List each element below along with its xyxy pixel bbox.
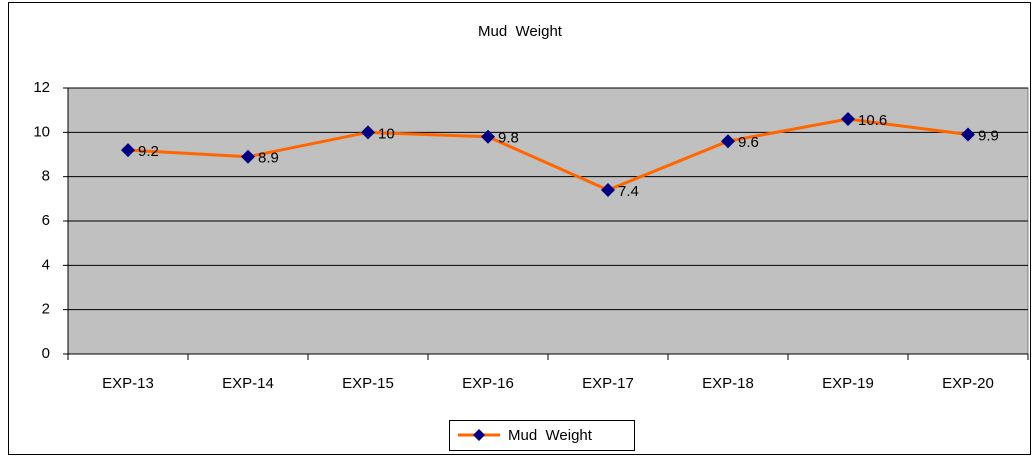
- series-line: [127, 117, 969, 192]
- x-tick-label: EXP-13: [102, 375, 154, 392]
- marker: [361, 125, 375, 140]
- y-tick-label: 6: [42, 212, 50, 229]
- x-tick-label: EXP-17: [582, 375, 634, 392]
- marker: [841, 112, 855, 127]
- x-tick-label: EXP-16: [462, 375, 514, 392]
- data-label: 10.6: [858, 112, 887, 129]
- marker: [241, 149, 255, 164]
- y-tick-label: 2: [42, 301, 50, 318]
- x-tick-label: EXP-18: [702, 375, 754, 392]
- y-tick-label: 12: [33, 79, 50, 96]
- x-tick-label: EXP-20: [942, 375, 994, 392]
- y-tick-label: 4: [42, 256, 50, 273]
- chart-title: Mud Weight: [478, 23, 563, 40]
- x-tick-label: EXP-19: [822, 375, 874, 392]
- y-tick-label: 8: [42, 168, 50, 185]
- data-label: 10: [378, 125, 395, 142]
- data-label: 8.9: [258, 150, 279, 167]
- x-tick-label: EXP-14: [222, 375, 274, 392]
- marker: [721, 134, 735, 149]
- x-tick-label: EXP-15: [342, 375, 394, 392]
- marker: [961, 127, 975, 142]
- data-label: 7.4: [618, 183, 639, 200]
- data-label: 9.9: [978, 128, 999, 145]
- y-tick-label: 0: [42, 345, 50, 362]
- legend-label: Mud Weight: [508, 427, 593, 444]
- data-label: 9.8: [498, 130, 519, 147]
- marker: [121, 143, 135, 158]
- legend-marker: [473, 429, 485, 441]
- data-label: 9.2: [138, 143, 159, 160]
- marker: [481, 129, 495, 144]
- y-tick-label: 10: [33, 123, 50, 140]
- marker: [601, 182, 615, 197]
- data-label: 9.6: [738, 134, 759, 151]
